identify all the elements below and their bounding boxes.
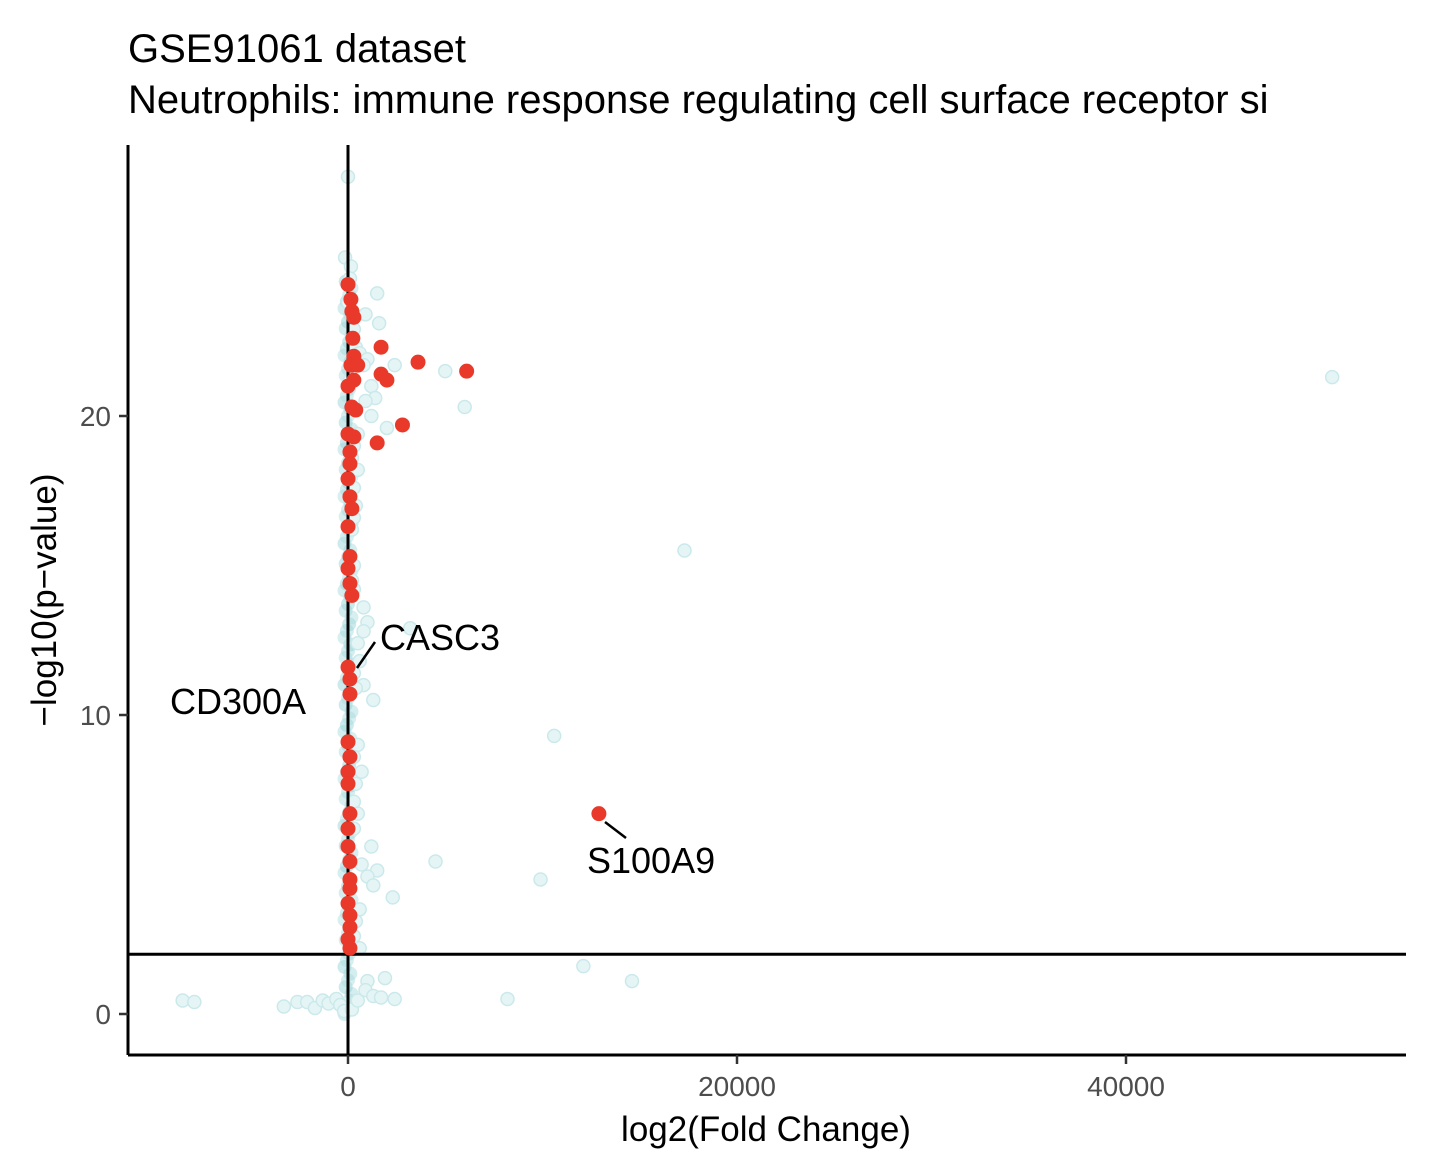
- highlighted-point: [340, 734, 356, 750]
- highlighted-point: [340, 776, 356, 792]
- y-axis-label: −log10(p−value): [25, 474, 64, 727]
- annotation-label: S100A9: [587, 840, 715, 881]
- reference-lines: [128, 145, 1406, 1055]
- background-point: [187, 994, 202, 1010]
- x-tick-label: 20000: [698, 1071, 776, 1102]
- highlighted-point: [394, 417, 410, 433]
- highlighted-point: [340, 821, 356, 837]
- annotation-leader: [355, 641, 377, 669]
- highlighted-point: [342, 880, 358, 896]
- highlighted-point: [340, 378, 356, 394]
- background-point: [1324, 369, 1340, 385]
- axes: 0 20000 40000 0 10 20: [80, 145, 1406, 1102]
- plot-panel: CASC3 CD300A S100A9: [128, 145, 1406, 1055]
- highlighted-point: [340, 764, 356, 780]
- background-point: [385, 890, 400, 905]
- highlighted-point: [344, 587, 360, 603]
- x-tick-label: 40000: [1087, 1071, 1165, 1102]
- annotation-label: CD300A: [170, 681, 306, 722]
- chart-subtitle: Neutrophils: immune response regulating …: [128, 78, 1269, 122]
- highlighted-point: [342, 686, 358, 702]
- background-point: [677, 543, 692, 558]
- highlighted-point: [340, 895, 356, 911]
- background-point: [350, 635, 365, 651]
- y-tick-label: 0: [95, 999, 111, 1030]
- background-point: [546, 728, 562, 744]
- highlighted-point: [346, 429, 362, 445]
- highlighted-point: [591, 806, 607, 822]
- highlighted-point: [340, 839, 356, 855]
- annotations: CASC3 CD300A S100A9: [170, 617, 715, 881]
- background-point: [387, 357, 402, 373]
- background-point: [350, 993, 365, 1008]
- highlighted-point: [340, 519, 356, 535]
- highlighted-point: [342, 854, 358, 870]
- background-point: [533, 872, 548, 887]
- highlighted-point: [342, 907, 358, 923]
- highlighted-point: [340, 471, 356, 487]
- highlighted-point: [369, 435, 385, 451]
- highlighted-point: [342, 671, 358, 687]
- background-point: [276, 999, 292, 1014]
- x-axis-label: log2(Fold Change): [621, 1110, 911, 1149]
- background-point: [356, 624, 371, 639]
- highlighted-point: [410, 354, 426, 370]
- annotation-label: CASC3: [380, 617, 500, 658]
- x-tick-label: 0: [340, 1071, 356, 1102]
- highlighted-point: [343, 291, 359, 307]
- highlighted-point: [342, 489, 358, 505]
- background-point: [364, 408, 379, 424]
- highlighted-point: [340, 276, 356, 292]
- background-point: [500, 991, 515, 1007]
- highlighted-point: [345, 330, 361, 346]
- highlighted-point: [342, 806, 358, 822]
- background-point: [175, 993, 190, 1008]
- highlighted-point: [340, 659, 356, 675]
- highlighted-points: [340, 276, 607, 956]
- background-point: [366, 692, 381, 708]
- background-point: [428, 854, 443, 869]
- background-point: [371, 316, 387, 331]
- background-point: [373, 990, 389, 1005]
- highlighted-point: [342, 549, 358, 565]
- background-point: [457, 399, 472, 415]
- background-point: [624, 973, 640, 989]
- highlighted-point: [350, 357, 366, 373]
- highlighted-point: [340, 560, 356, 576]
- highlighted-point: [342, 919, 358, 935]
- background-point: [343, 259, 359, 274]
- highlighted-point: [348, 402, 364, 418]
- highlighted-point: [344, 501, 360, 517]
- highlighted-point: [346, 309, 362, 325]
- y-tick-label: 10: [80, 700, 111, 731]
- highlighted-point: [342, 456, 358, 472]
- highlighted-point: [373, 339, 389, 355]
- background-point: [366, 878, 381, 893]
- background-point: [369, 286, 385, 301]
- highlighted-point: [459, 363, 475, 379]
- background-point: [358, 393, 373, 409]
- background-point: [438, 363, 453, 379]
- background-point: [354, 764, 369, 780]
- chart-title: GSE91061 dataset: [128, 27, 466, 71]
- highlighted-point: [379, 372, 395, 388]
- background-point: [576, 958, 591, 974]
- background-point: [379, 420, 395, 436]
- background-point: [364, 378, 379, 394]
- highlighted-point: [342, 749, 358, 765]
- highlighted-point: [342, 575, 358, 591]
- y-tick-label: 20: [80, 401, 111, 432]
- highlighted-point: [342, 444, 358, 460]
- background-point: [364, 839, 379, 854]
- background-point: [387, 991, 402, 1007]
- annotation-leader: [604, 821, 627, 839]
- background-point: [402, 621, 418, 636]
- background-point: [377, 970, 393, 986]
- highlighted-point: [342, 940, 358, 956]
- background-point: [356, 600, 371, 615]
